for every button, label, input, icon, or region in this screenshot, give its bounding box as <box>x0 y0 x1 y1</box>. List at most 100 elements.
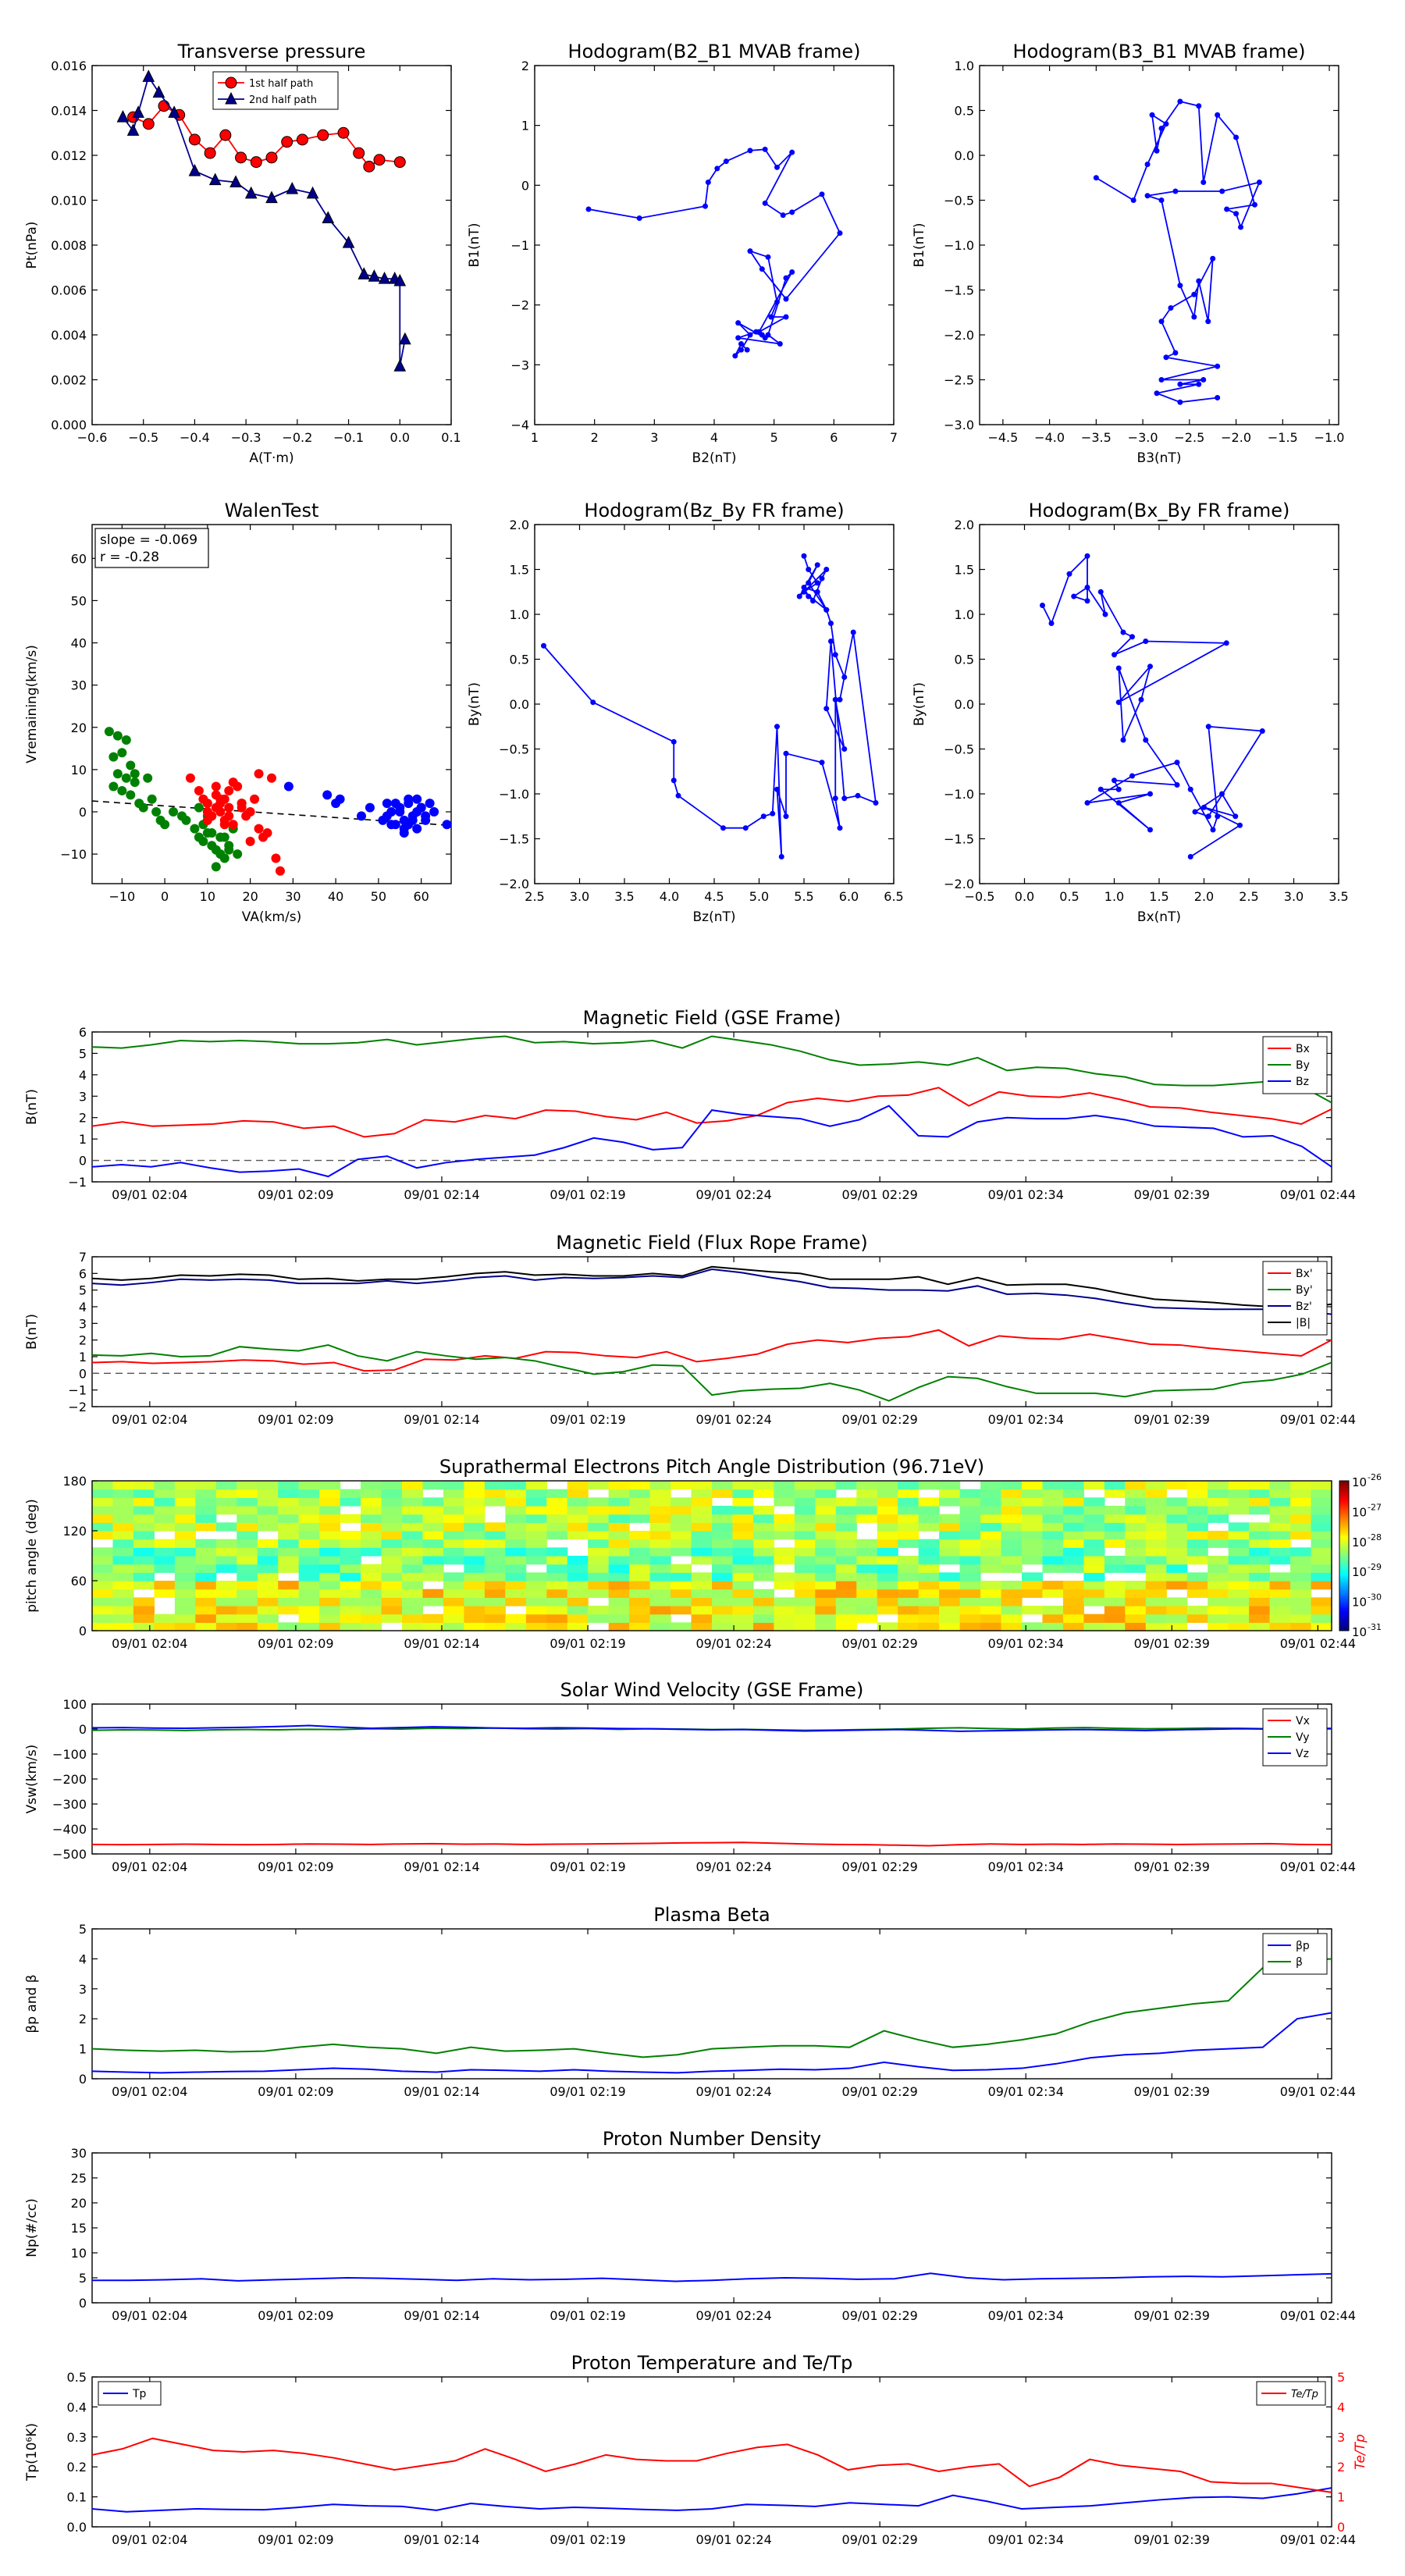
data-point <box>224 785 234 795</box>
heatmap-cell <box>588 1514 610 1523</box>
y-tick-label: 1.5 <box>510 563 529 578</box>
heatmap-cell <box>174 1489 196 1498</box>
heatmap-cell <box>712 1539 734 1548</box>
colorbar-segment <box>1339 1573 1349 1577</box>
heatmap-cell <box>298 1539 320 1548</box>
x-tick-label: 60 <box>413 889 429 904</box>
colorbar-tick-label: 10 <box>1352 1596 1367 1610</box>
heatmap-cell <box>525 1622 547 1631</box>
data-point <box>142 118 155 130</box>
y-tick-label: 4 <box>79 1068 87 1083</box>
heatmap-cell <box>340 1531 361 1540</box>
heatmap-cell <box>1249 1531 1271 1540</box>
heatmap-cell <box>1022 1581 1044 1590</box>
y-tick-label: 3 <box>79 1982 87 1997</box>
heatmap-cell <box>1062 1497 1084 1507</box>
heatmap-cell <box>154 1481 176 1490</box>
plot-frame <box>91 1031 1332 1183</box>
heatmap-cell <box>361 1614 382 1623</box>
data-point <box>796 593 802 600</box>
colorbar-segment <box>1339 1625 1349 1629</box>
heatmap-cell <box>815 1531 837 1540</box>
data-point <box>810 598 816 604</box>
data-point <box>112 769 123 779</box>
x-axis-label: VA(km/s) <box>242 909 301 925</box>
y-tick-label: 6 <box>79 1025 87 1040</box>
data-point <box>1163 354 1169 361</box>
heatmap-cell <box>402 1614 424 1623</box>
data-point <box>1168 305 1174 311</box>
x-tick-label: 09/01 02:09 <box>258 2532 333 2547</box>
data-point <box>1115 699 1122 706</box>
y-tick-label: 1 <box>1337 2490 1345 2505</box>
heatmap-cell <box>257 1514 279 1523</box>
colorbar-segment <box>1339 1518 1349 1521</box>
x-tick-label: 09/01 02:14 <box>404 2084 479 2099</box>
legend: βpβ <box>1262 1933 1328 1975</box>
heatmap-cell <box>1290 1622 1312 1631</box>
x-tick-label: 09/01 02:14 <box>404 2532 479 2547</box>
heatmap-cell <box>174 1564 196 1573</box>
heatmap-cell <box>133 1506 155 1515</box>
heatmap-cell <box>1062 1547 1084 1557</box>
y-tick-label: −10 <box>60 847 87 862</box>
heatmap-cell <box>794 1597 816 1606</box>
heatmap-cell <box>195 1514 217 1523</box>
x-tick-label: 09/01 02:04 <box>112 1636 187 1651</box>
colorbar-segment <box>1339 1528 1349 1532</box>
heatmap-cell <box>195 1606 217 1615</box>
x-tick-label: −0.3 <box>231 430 261 445</box>
heatmap-cell <box>629 1606 651 1615</box>
heatmap-cell <box>752 1614 774 1623</box>
y-tick-label: 4 <box>1337 2400 1345 2414</box>
data-point <box>1233 134 1240 141</box>
heatmap-cell <box>649 1531 671 1540</box>
data-point <box>198 836 208 846</box>
heatmap-cell <box>1083 1581 1105 1590</box>
data-point <box>789 149 795 155</box>
heatmap-cell <box>443 1539 464 1548</box>
heatmap-cell <box>649 1556 671 1565</box>
heatmap-cell <box>278 1597 300 1606</box>
heatmap-cell <box>732 1481 754 1490</box>
heatmap-cell <box>752 1522 774 1532</box>
data-point <box>841 746 848 752</box>
data-point <box>1097 786 1104 792</box>
heatmap-cell <box>112 1597 134 1606</box>
data-point <box>244 186 258 199</box>
chart-title: Proton Temperature and Te/Tp <box>571 2352 853 2374</box>
heatmap-cell <box>1249 1581 1271 1590</box>
heatmap-cell <box>1125 1531 1147 1540</box>
y-tick-label: 0.4 <box>67 2400 87 2414</box>
series-line <box>1041 554 1264 858</box>
heatmap-cell <box>898 1597 919 1606</box>
data-point <box>828 639 834 644</box>
series-line-Bx <box>92 1087 1332 1138</box>
series-line-Vx <box>92 1841 1332 1847</box>
data-point <box>1187 786 1193 792</box>
colorbar-tick-label: 10 <box>1352 1535 1367 1550</box>
data-point <box>1237 822 1243 828</box>
heatmap-cell <box>484 1489 506 1498</box>
data-point <box>1205 318 1211 325</box>
chart-title: Solar Wind Velocity (GSE Frame) <box>560 1679 864 1701</box>
heatmap-cell <box>1311 1606 1332 1615</box>
heatmap-cell <box>443 1481 464 1490</box>
heatmap-cell <box>154 1622 176 1631</box>
heatmap-cell <box>278 1539 300 1548</box>
heatmap-cell <box>918 1572 940 1582</box>
heatmap-cell <box>691 1531 713 1540</box>
data-point <box>1143 737 1149 743</box>
data-point <box>873 800 879 806</box>
heatmap-cell <box>939 1572 961 1582</box>
heatmap-cell <box>174 1497 196 1507</box>
heatmap-cell <box>237 1597 258 1606</box>
data-point <box>670 738 677 745</box>
heatmap-cell <box>1083 1497 1105 1507</box>
heatmap-cell <box>464 1597 486 1606</box>
heatmap-cell <box>195 1614 217 1623</box>
y-tick-label: −1 <box>68 1383 87 1398</box>
data-point <box>714 165 720 172</box>
heatmap-cell <box>278 1497 300 1507</box>
